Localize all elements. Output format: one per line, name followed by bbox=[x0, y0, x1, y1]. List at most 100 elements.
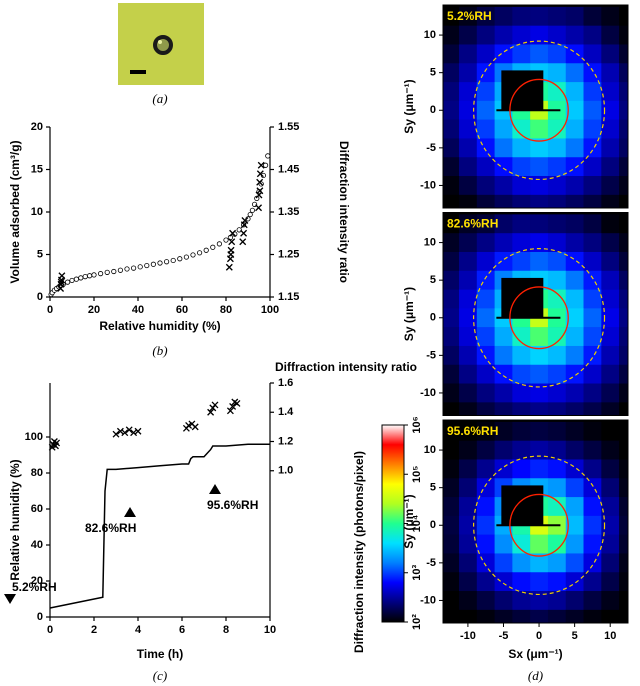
data-point bbox=[256, 178, 264, 186]
heatmap-cell bbox=[476, 440, 495, 460]
x-tick-label: 5 bbox=[572, 630, 578, 642]
heatmap-cell bbox=[494, 327, 513, 347]
heatmap-cell bbox=[601, 63, 620, 83]
annotation-marker bbox=[209, 484, 221, 494]
heatmap-cell bbox=[583, 534, 602, 554]
heatmap-cell bbox=[547, 478, 567, 498]
data-point bbox=[164, 259, 170, 265]
x-axis-label: Time (h) bbox=[137, 647, 183, 661]
y2-tick-label: 1.15 bbox=[278, 291, 299, 303]
heatmap-cell bbox=[547, 157, 567, 177]
data-point bbox=[170, 257, 176, 264]
heatmap-cell bbox=[476, 251, 495, 272]
heatmap-cell bbox=[583, 289, 602, 309]
heatmap-cell bbox=[601, 515, 620, 535]
heatmap-cell bbox=[565, 440, 584, 460]
heatmap-cell bbox=[601, 478, 620, 498]
beamstop bbox=[501, 485, 544, 526]
heatmap-cell bbox=[494, 553, 513, 573]
heatmap-cell bbox=[601, 44, 620, 64]
particle-highlight bbox=[158, 40, 162, 44]
heatmap-cell bbox=[476, 421, 495, 441]
heatmap-cell bbox=[512, 214, 531, 234]
heatmap-cell bbox=[443, 534, 460, 554]
heatmap-cell bbox=[619, 609, 628, 623]
heatmap-cell bbox=[583, 609, 602, 623]
heatmap-cell bbox=[512, 459, 531, 479]
heatmap-cell bbox=[530, 251, 549, 272]
heatmap-cell bbox=[512, 345, 531, 366]
heatmap-cell bbox=[512, 421, 531, 441]
heatmap-cell bbox=[547, 214, 567, 234]
heatmap-cell bbox=[476, 233, 495, 253]
heatmap-cell bbox=[583, 63, 602, 83]
y-tick-label: 10 bbox=[424, 29, 436, 41]
heatmap-cell bbox=[476, 308, 495, 328]
heatmap-cell bbox=[565, 82, 584, 102]
heatmap-cell bbox=[459, 515, 478, 535]
heatmap-cell bbox=[619, 214, 628, 234]
colorbar-tick-label: 10² bbox=[411, 614, 423, 630]
data-point bbox=[255, 204, 263, 212]
heatmap-cell bbox=[512, 157, 531, 177]
heatmap-cell bbox=[443, 25, 460, 45]
y-tick-label: 80 bbox=[31, 467, 43, 479]
heatmap-cell bbox=[619, 327, 628, 347]
heatmap-cell bbox=[601, 289, 620, 309]
heatmap-cell bbox=[619, 157, 628, 177]
data-point bbox=[73, 276, 80, 282]
heatmap-cell bbox=[619, 478, 628, 498]
heatmap-cell bbox=[565, 402, 584, 416]
heatmap-cell bbox=[583, 459, 602, 479]
heatmap-cell bbox=[530, 459, 549, 479]
heatmap-cell bbox=[494, 25, 513, 45]
x-tick-label: 10 bbox=[264, 624, 276, 636]
data-point bbox=[177, 256, 183, 262]
heatmap-cell bbox=[547, 591, 567, 611]
y-tick-label: -10 bbox=[420, 387, 436, 399]
heatmap-cell bbox=[619, 308, 628, 328]
y-tick-label: 10 bbox=[31, 206, 43, 218]
heatmap-cell bbox=[619, 119, 628, 139]
heatmap-cell bbox=[530, 327, 549, 347]
heatmap-cell bbox=[459, 289, 478, 309]
x-tick-label: 2 bbox=[91, 624, 97, 636]
heatmap-cell bbox=[601, 6, 620, 26]
data-point bbox=[256, 187, 264, 195]
heatmap-cell bbox=[547, 44, 567, 64]
heatmap-cell bbox=[476, 100, 495, 120]
heatmap-cell bbox=[459, 440, 478, 460]
heatmap-cell bbox=[494, 459, 513, 479]
heatmap-cell bbox=[476, 44, 495, 64]
outer-ring bbox=[472, 455, 606, 596]
data-point bbox=[82, 273, 88, 280]
heatmap-cell bbox=[530, 383, 549, 403]
x-tick-label: 10 bbox=[604, 630, 616, 642]
heatmap-cell bbox=[512, 591, 531, 611]
heatmap-panel bbox=[443, 420, 628, 623]
heatmap-cell bbox=[583, 364, 602, 384]
data-point bbox=[257, 161, 265, 169]
heatmap-cell bbox=[443, 251, 460, 272]
caption: (b) bbox=[152, 343, 167, 358]
heatmap-cell bbox=[619, 138, 628, 158]
heatmap-cell bbox=[530, 138, 549, 158]
heatmap-cell bbox=[443, 364, 460, 384]
heatmap-cell bbox=[476, 572, 495, 592]
heatmap-cell bbox=[619, 44, 628, 64]
heatmap-cell bbox=[459, 157, 478, 177]
heatmap-cell bbox=[547, 421, 567, 441]
heatmap-cell bbox=[494, 233, 513, 253]
heatmap-cell bbox=[601, 194, 620, 208]
heatmap-cell bbox=[547, 327, 567, 347]
heatmap-cell bbox=[476, 591, 495, 611]
data-point bbox=[225, 263, 233, 271]
y-tick-label: 0 bbox=[37, 611, 43, 623]
y-axis-label: Sy (μm⁻¹) bbox=[402, 287, 416, 341]
heatmap-cell bbox=[459, 194, 478, 208]
heatmap-cell bbox=[619, 553, 628, 573]
heatmap-cell bbox=[512, 233, 531, 253]
data-point bbox=[58, 272, 66, 280]
heatmap-cell bbox=[601, 327, 620, 347]
heatmap-cell bbox=[565, 383, 584, 403]
